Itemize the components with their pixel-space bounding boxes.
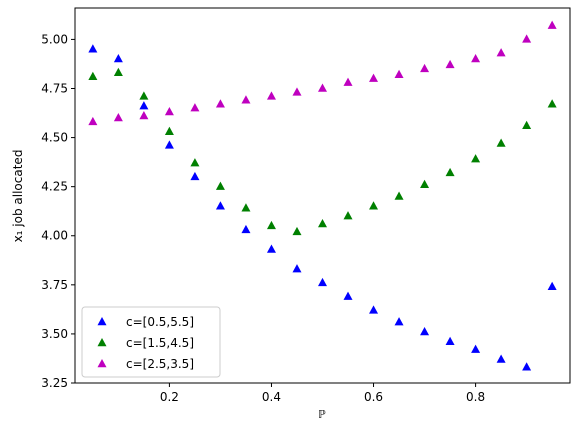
legend-marker-series-3	[97, 359, 107, 368]
data-point-series-1	[318, 277, 327, 287]
data-point-series-3	[522, 34, 532, 43]
data-point-series-2	[343, 211, 353, 220]
data-point-series-3	[88, 116, 98, 126]
data-point-series-2	[241, 203, 251, 212]
data-point-series-2	[522, 120, 532, 130]
data-point-series-2	[190, 158, 200, 167]
data-points	[88, 20, 557, 371]
data-point-series-2	[445, 167, 455, 177]
data-point-series-1	[164, 140, 174, 149]
data-point-series-1	[394, 317, 404, 326]
data-point-series-1	[522, 362, 532, 371]
data-point-series-3	[445, 59, 455, 69]
data-point-series-1	[471, 344, 481, 353]
data-point-series-3	[318, 83, 327, 92]
x-tick-label: 0.4	[262, 390, 281, 404]
x-tick-label: 0.8	[466, 390, 485, 404]
legend-label-series-2: c=[1.5,4.5]	[126, 336, 194, 350]
data-point-series-2	[420, 179, 430, 188]
x-tick-label: 0.2	[160, 390, 179, 404]
data-point-series-3	[215, 99, 225, 108]
data-point-series-1	[420, 326, 430, 336]
data-point-series-2	[292, 226, 302, 236]
data-point-series-1	[215, 201, 225, 210]
data-point-series-2	[471, 154, 481, 163]
legend: c=[0.5,5.5] c=[1.5,4.5] c=[2.5,3.5]	[81, 306, 221, 378]
legend-label-series-1: c=[0.5,5.5]	[126, 315, 194, 329]
data-point-series-2	[394, 191, 404, 200]
data-point-series-1	[292, 264, 302, 273]
data-point-series-2	[164, 126, 174, 135]
data-point-series-2	[369, 201, 379, 210]
data-point-series-2	[215, 181, 225, 190]
data-point-series-3	[547, 20, 557, 29]
data-point-series-1	[496, 354, 506, 363]
y-axis: 3.25 3.50 3.75 4.00 4.25 4.50 4.75 5.00	[41, 32, 75, 390]
data-point-series-3	[394, 69, 404, 79]
data-point-series-1	[139, 101, 149, 110]
legend-marker-series-1	[97, 317, 107, 326]
data-point-series-2	[496, 138, 506, 147]
x-tick-label: 0.6	[364, 390, 383, 404]
x-axis-label: ℙ	[318, 408, 326, 421]
data-point-series-2	[113, 67, 123, 77]
data-point-series-3	[420, 63, 430, 73]
data-point-series-1	[445, 336, 455, 346]
data-point-series-3	[266, 91, 276, 100]
data-point-series-1	[190, 171, 200, 181]
y-tick-label: 3.75	[41, 278, 68, 292]
y-tick-label: 3.25	[41, 376, 68, 390]
y-tick-label: 3.50	[41, 327, 68, 341]
data-point-series-3	[292, 87, 302, 96]
data-point-series-3	[471, 54, 481, 63]
data-point-series-3	[241, 95, 251, 104]
y-axis-label: x₁ job allocated	[11, 150, 25, 243]
data-point-series-3	[343, 77, 353, 86]
data-point-series-2	[318, 218, 327, 228]
data-point-series-2	[547, 99, 557, 108]
data-point-series-1	[547, 281, 557, 291]
data-point-series-1	[266, 244, 276, 253]
data-point-series-1	[343, 291, 353, 300]
data-point-series-3	[369, 73, 379, 82]
data-point-series-3	[164, 107, 174, 116]
y-tick-label: 4.75	[41, 81, 68, 95]
data-point-series-3	[139, 110, 149, 120]
y-tick-label: 4.25	[41, 180, 68, 194]
data-point-series-1	[88, 44, 98, 53]
y-tick-label: 4.00	[41, 229, 68, 243]
data-point-series-2	[88, 71, 98, 80]
data-point-series-2	[139, 91, 149, 100]
data-point-series-3	[190, 103, 200, 112]
data-point-series-2	[266, 220, 276, 230]
data-point-series-3	[113, 112, 123, 122]
legend-marker-series-2	[97, 338, 107, 347]
data-point-series-1	[369, 305, 379, 314]
y-tick-label: 5.00	[41, 32, 68, 46]
x-axis: 0.2 0.4 0.6 0.8	[160, 383, 485, 404]
legend-label-series-3: c=[2.5,3.5]	[126, 357, 194, 371]
data-point-series-3	[496, 48, 506, 57]
data-point-series-1	[241, 224, 251, 234]
data-point-series-1	[113, 54, 123, 63]
y-tick-label: 4.50	[41, 131, 68, 145]
